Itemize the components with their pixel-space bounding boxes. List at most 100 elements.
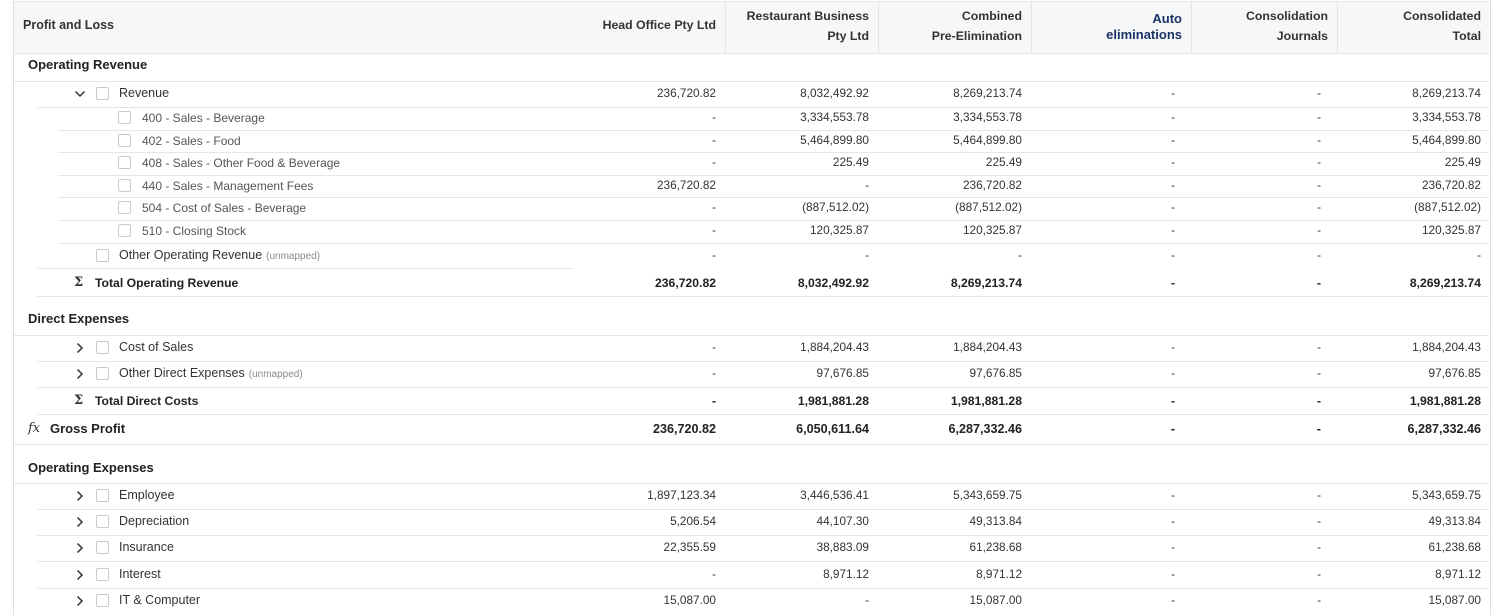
- row-checkbox[interactable]: [96, 568, 109, 581]
- value-cell: 8,971.12: [976, 567, 1022, 581]
- value-cell: -: [1170, 422, 1175, 436]
- value-cell: 1,884,204.43: [953, 340, 1022, 354]
- row-divider: [37, 561, 1489, 562]
- value-cell: -: [1316, 276, 1321, 290]
- row-checkbox[interactable]: [118, 224, 131, 237]
- value-cell: 22,355.59: [663, 540, 716, 554]
- value-cell: -: [1317, 488, 1321, 502]
- row-checkbox[interactable]: [96, 367, 109, 380]
- value-cell: 236,720.82: [655, 276, 716, 290]
- column-separator: [1191, 2, 1192, 53]
- value-cell: (887,512.02): [955, 200, 1022, 214]
- value-cell: -: [1317, 178, 1321, 192]
- value-cell: 5,343,659.75: [953, 488, 1022, 502]
- row-checkbox[interactable]: [96, 594, 109, 607]
- auto-eliminations-column-header[interactable]: Auto eliminations: [1106, 11, 1182, 43]
- row-divider: [58, 243, 1489, 244]
- account-label: 408 - Sales - Other Food & Beverage: [142, 156, 341, 170]
- row-divider: [37, 296, 1489, 297]
- consolidated-total-column-header[interactable]: Consolidated Total: [1403, 6, 1481, 46]
- value-cell: -: [1317, 366, 1321, 380]
- value-cell: 49,313.84: [1428, 514, 1481, 528]
- formula-label: Gross Profit: [50, 421, 126, 436]
- column-header-line: eliminations: [1106, 27, 1182, 42]
- row-checkbox[interactable]: [96, 515, 109, 528]
- value-cell: 44,107.30: [816, 514, 869, 528]
- section-title: Direct Expenses: [28, 311, 130, 326]
- row-checkbox[interactable]: [96, 341, 109, 354]
- value-cell: 3,334,553.78: [953, 110, 1022, 124]
- account-label: 510 - Closing Stock: [142, 224, 247, 238]
- chevron-right-icon[interactable]: [74, 595, 86, 607]
- row-divider: [37, 509, 1489, 510]
- value-cell: 61,238.68: [969, 540, 1022, 554]
- row-label: Revenue: [119, 87, 169, 100]
- value-cell: -: [1171, 514, 1175, 528]
- chevron-right-icon[interactable]: [74, 569, 86, 581]
- column-separator: [725, 2, 726, 53]
- row-divider: [37, 268, 572, 269]
- total-label: Total Operating Revenue: [95, 276, 239, 290]
- row-label: Depreciation: [119, 515, 189, 528]
- value-cell: -: [1171, 248, 1175, 262]
- restaurant-business-column-header[interactable]: Restaurant Business Pty Ltd: [747, 6, 869, 46]
- value-cell: 236,720.82: [962, 178, 1022, 192]
- value-cell: 97,676.85: [816, 366, 869, 380]
- chevron-right-icon[interactable]: [74, 342, 86, 354]
- row-checkbox[interactable]: [96, 249, 109, 262]
- combined-pre-elimination-column-header[interactable]: Combined Pre-Elimination: [932, 6, 1022, 46]
- column-header-line: Pre-Elimination: [931, 29, 1022, 43]
- row-checkbox[interactable]: [118, 179, 131, 192]
- value-cell: -: [1317, 593, 1321, 607]
- row-checkbox[interactable]: [96, 489, 109, 502]
- row-checkbox[interactable]: [118, 134, 131, 147]
- column-header-line: Consolidation: [1246, 9, 1328, 23]
- row-divider: [37, 107, 1489, 108]
- row-checkbox[interactable]: [118, 201, 131, 214]
- row-checkbox[interactable]: [118, 111, 131, 124]
- value-cell: 8,032,492.92: [797, 276, 869, 290]
- row-checkbox[interactable]: [96, 541, 109, 554]
- value-cell: -: [865, 248, 869, 262]
- value-cell: 8,971.12: [1435, 567, 1481, 581]
- head-office-column-header[interactable]: Head Office Pty Ltd: [603, 15, 716, 35]
- value-cell: -: [712, 340, 716, 354]
- chevron-right-icon[interactable]: [74, 516, 86, 528]
- column-separator: [1031, 2, 1032, 53]
- row-label-text: Insurance: [119, 540, 174, 554]
- value-cell: -: [1171, 340, 1175, 354]
- value-cell: (887,512.02): [802, 200, 869, 214]
- value-cell: 5,206.54: [670, 514, 716, 528]
- chevron-right-icon[interactable]: [74, 368, 86, 380]
- chevron-down-icon[interactable]: [74, 88, 86, 100]
- value-cell: 8,032,492.92: [800, 86, 869, 100]
- value-cell: 120,325.87: [809, 223, 869, 237]
- row-checkbox[interactable]: [118, 156, 131, 169]
- row-checkbox[interactable]: [96, 87, 109, 100]
- row-divider: [14, 335, 1489, 336]
- chevron-right-icon[interactable]: [74, 490, 86, 502]
- value-cell: 1,981,881.28: [797, 394, 869, 408]
- formula-icon: fx: [28, 421, 41, 436]
- column-separator: [1337, 2, 1338, 53]
- value-cell: 3,334,553.78: [1412, 110, 1481, 124]
- value-cell: -: [712, 223, 716, 237]
- chevron-right-icon[interactable]: [74, 542, 86, 554]
- consolidation-journals-column-header[interactable]: Consolidation Journals: [1246, 6, 1328, 46]
- value-cell: 3,334,553.78: [800, 110, 869, 124]
- value-cell: -: [712, 110, 716, 124]
- value-cell: 1,981,881.28: [950, 394, 1022, 408]
- value-cell: -: [1171, 155, 1175, 169]
- column-header-line: Total: [1452, 29, 1481, 43]
- value-cell: -: [1171, 133, 1175, 147]
- value-cell: -: [1317, 155, 1321, 169]
- row-label: Employee: [119, 489, 175, 502]
- value-cell: 225.49: [1444, 155, 1481, 169]
- value-cell: -: [1317, 110, 1321, 124]
- sum-icon: Σ: [74, 393, 84, 408]
- row-divider: [14, 483, 1489, 484]
- column-header-line: Consolidated: [1403, 9, 1481, 23]
- row-label: Other Direct Expenses (unmapped): [119, 367, 303, 380]
- value-cell: -: [712, 155, 716, 169]
- value-cell: 97,676.85: [1428, 366, 1481, 380]
